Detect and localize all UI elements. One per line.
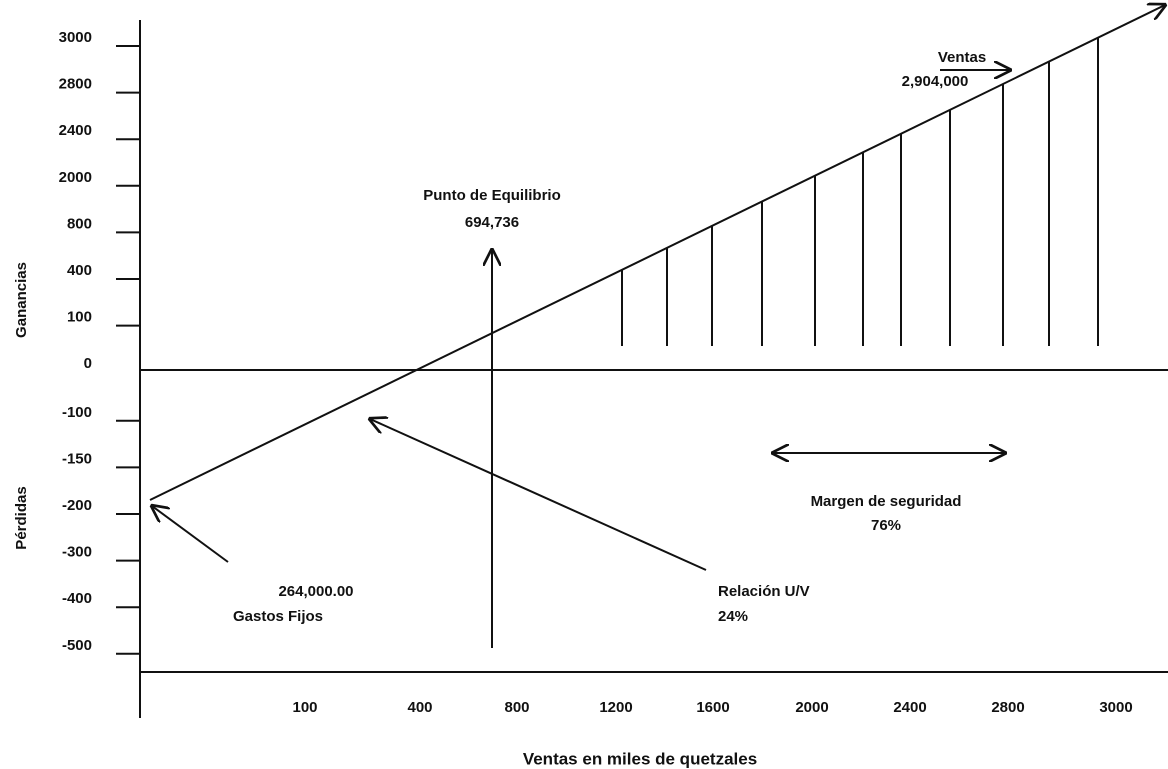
y-ticks: 3000 2800 2400 2000 800 400 100 0 -100 -150 -200 -3…: [59, 29, 140, 655]
x-title: Ventas en miles de quetzales: [523, 749, 757, 768]
y-tick-label: -200: [62, 497, 92, 514]
equilibrium-value: 694,736: [465, 214, 519, 231]
x-tick-label: 400: [407, 699, 432, 716]
y-tick-label: 400: [67, 262, 92, 279]
y-tick-label: -400: [62, 590, 92, 607]
fixed-cost-value: 264,000.00: [278, 583, 353, 600]
y-tick-label: 100: [67, 309, 92, 326]
x-tick-label: 2000: [795, 699, 828, 716]
y-tick-label: 0: [84, 355, 92, 372]
profit-hatch: [621, 37, 1099, 346]
x-tick-label: 1200: [599, 699, 632, 716]
ratio-label: Relación U/V: [718, 583, 810, 600]
y-tick-label: 2000: [59, 169, 92, 186]
fixed-cost-label: Gastos Fijos: [233, 608, 323, 625]
margin-value: 76%: [871, 517, 901, 534]
fixed-cost-arrow: [152, 506, 229, 563]
y-tick-label: -100: [62, 404, 92, 421]
y-tick-label: 2400: [59, 122, 92, 139]
ratio-arrow: [370, 419, 707, 571]
y-title-top: Ganancias: [13, 262, 30, 338]
y-tick-label: -500: [62, 637, 92, 654]
y-tick-label: 3000: [59, 29, 92, 46]
x-tick-label: 1600: [696, 699, 729, 716]
sales-label: Ventas: [938, 49, 986, 66]
ratio-value: 24%: [718, 608, 748, 625]
y-tick-label: -150: [62, 450, 92, 467]
x-tick-label: 2800: [991, 699, 1024, 716]
y-tick-label: -300: [62, 544, 92, 561]
x-ticks: 100 400 800 1200 1600 2000 2400 2800 3000: [292, 699, 1132, 716]
x-tick-label: 800: [504, 699, 529, 716]
y-tick-label: 2800: [59, 76, 92, 93]
y-title-bottom: Pérdidas: [13, 486, 30, 549]
y-tick-label: 800: [67, 215, 92, 232]
x-tick-label: 2400: [893, 699, 926, 716]
margin-label: Margen de seguridad: [811, 493, 962, 510]
x-tick-label: 3000: [1099, 699, 1132, 716]
sales-line: [149, 5, 1165, 501]
axes: [139, 20, 1168, 718]
x-tick-label: 100: [292, 699, 317, 716]
equilibrium-label: Punto de Equilibrio: [423, 187, 561, 204]
sales-value: 2,904,000: [902, 73, 969, 90]
